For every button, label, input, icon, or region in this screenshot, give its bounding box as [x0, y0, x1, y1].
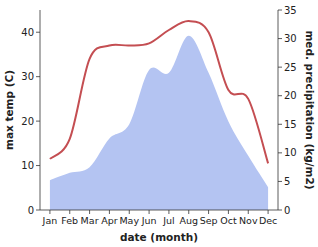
- y2-axis-label: med. precipitation (kg/m2): [304, 30, 316, 189]
- x-tick-label: May: [119, 215, 139, 226]
- x-tick: [89, 210, 90, 214]
- x-tick-label: Dec: [259, 215, 277, 226]
- x-tick-label: Jun: [141, 215, 157, 226]
- y2-tick-label: 0: [284, 205, 290, 216]
- y2-tick: [278, 10, 282, 11]
- x-tick: [109, 210, 110, 214]
- y2-axis: [278, 10, 279, 210]
- x-axis-label: date (month): [120, 231, 198, 243]
- y-axis: [40, 10, 41, 210]
- x-tick: [69, 210, 70, 214]
- y-tick-label: 40: [21, 27, 34, 38]
- y2-tick-label: 15: [284, 119, 297, 130]
- temp-line: [50, 21, 268, 163]
- y2-tick-label: 20: [284, 90, 297, 101]
- y-tick: [36, 76, 40, 77]
- x-tick-label: Nov: [239, 215, 258, 226]
- y-tick: [36, 165, 40, 166]
- y-tick-label: 0: [28, 205, 34, 216]
- x-tick: [168, 210, 169, 214]
- y-tick-label: 10: [21, 160, 34, 171]
- y2-tick-label: 10: [284, 147, 297, 158]
- x-tick-label: Oct: [220, 215, 237, 226]
- y2-tick-label: 35: [284, 5, 297, 16]
- x-tick: [129, 210, 130, 214]
- x-tick: [228, 210, 229, 214]
- y-tick: [36, 121, 40, 122]
- y2-tick-label: 30: [284, 33, 297, 44]
- y2-tick: [278, 181, 282, 182]
- x-axis: [40, 210, 278, 211]
- x-tick-label: Sep: [200, 215, 218, 226]
- y2-tick-label: 5: [284, 176, 290, 187]
- x-tick-label: Apr: [101, 215, 118, 226]
- x-tick-label: Jul: [162, 215, 174, 226]
- y2-tick: [278, 38, 282, 39]
- x-tick: [208, 210, 209, 214]
- plot-area: [50, 21, 268, 210]
- x-tick-label: Mar: [81, 215, 99, 226]
- y2-tick: [278, 95, 282, 96]
- x-tick: [49, 210, 50, 214]
- chart: 01020304005101520253035JanFebMarAprMayJu…: [0, 0, 318, 247]
- x-tick: [149, 210, 150, 214]
- x-tick-label: Aug: [179, 215, 198, 226]
- y-tick-label: 30: [21, 71, 34, 82]
- y2-tick: [278, 210, 282, 211]
- y-tick-label: 20: [21, 116, 34, 127]
- x-tick: [268, 210, 269, 214]
- y-tick: [36, 32, 40, 33]
- y2-tick: [278, 67, 282, 68]
- y2-tick-label: 25: [284, 62, 297, 73]
- y-axis-label: max temp (C): [3, 70, 15, 150]
- y2-tick: [278, 152, 282, 153]
- precip-area: [50, 36, 268, 210]
- x-tick: [248, 210, 249, 214]
- y2-tick: [278, 124, 282, 125]
- x-tick-label: Feb: [61, 215, 78, 226]
- x-tick-label: Jan: [42, 215, 58, 226]
- y-tick: [36, 210, 40, 211]
- x-tick: [188, 210, 189, 214]
